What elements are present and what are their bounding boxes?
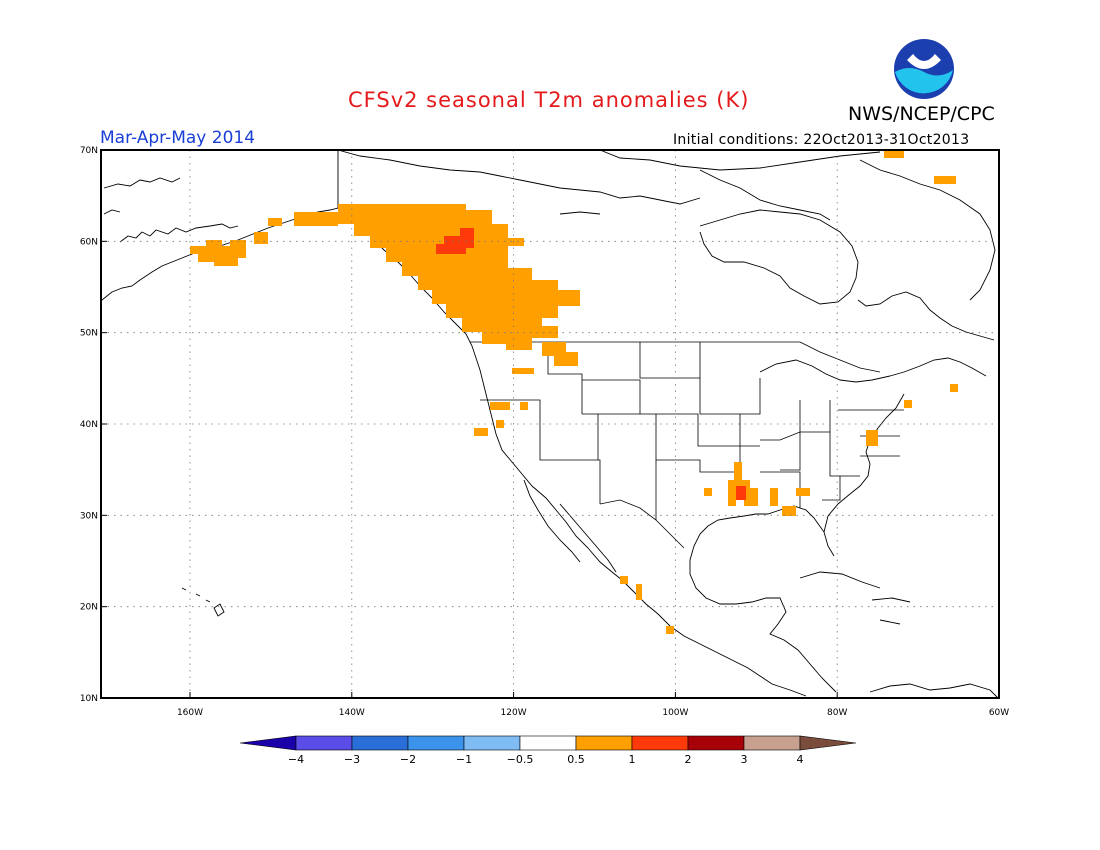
anomaly-region-texas-east bbox=[704, 488, 712, 496]
initial-conditions: Initial conditions: 22Oct2013-31Oct2013 bbox=[673, 132, 970, 148]
noaa-logo-icon bbox=[894, 39, 954, 99]
anomaly-region-nova-scotia bbox=[950, 384, 958, 392]
longitude-tick-label: 100W bbox=[662, 708, 688, 718]
map-title: CFSv2 seasonal T2m anomalies (K) bbox=[348, 88, 750, 112]
anomaly-region-florida bbox=[782, 506, 796, 516]
anomaly-region-mexico-2 bbox=[636, 584, 642, 600]
anomaly-region-oregon-2 bbox=[520, 402, 528, 410]
forecast-period: Mar-Apr-May 2014 bbox=[100, 128, 256, 148]
latitude-tick-label: 20N bbox=[80, 603, 98, 613]
longitude-tick-label: 140W bbox=[339, 708, 365, 718]
latitude-tick-label: 40N bbox=[80, 420, 98, 430]
colorbar-label: 1 bbox=[629, 753, 636, 766]
anomaly-region-california-2 bbox=[474, 428, 488, 436]
anomaly-region-massachusetts bbox=[904, 400, 912, 408]
colorbar-label: 3 bbox=[741, 753, 748, 766]
colorbar-label: 2 bbox=[685, 753, 692, 766]
state-borders bbox=[470, 341, 904, 549]
anomaly-region-georgia bbox=[796, 488, 810, 496]
colorbar-swatch bbox=[463, 735, 521, 751]
latitude-tick-label: 10N bbox=[80, 694, 98, 704]
colorbar-label: 4 bbox=[797, 753, 804, 766]
colorbar-label: −1 bbox=[456, 753, 472, 766]
anomaly-region-hot-spot bbox=[436, 228, 474, 254]
colorbar-swatch bbox=[351, 735, 409, 751]
colorbar-swatch bbox=[575, 735, 633, 751]
anomaly-region-mexico-3 bbox=[666, 626, 674, 634]
longitude-tick-label: 120W bbox=[501, 708, 527, 718]
anomaly-fields bbox=[190, 150, 958, 634]
colorbar-high-arrow bbox=[799, 735, 857, 751]
anomaly-region-alabama bbox=[770, 488, 778, 506]
latitude-tick-label: 30N bbox=[80, 511, 98, 521]
colorbar-swatch bbox=[687, 735, 745, 751]
colorbar-swatch bbox=[407, 735, 465, 751]
colorbar-label: −4 bbox=[288, 753, 304, 766]
latitude-tick-label: 70N bbox=[80, 146, 98, 156]
anomaly-region-mexico-1 bbox=[620, 576, 628, 584]
colorbar-label: −2 bbox=[400, 753, 416, 766]
anomaly-region-new-jersey bbox=[866, 430, 878, 446]
colorbar-swatch bbox=[631, 735, 689, 751]
colorbar-label: −0.5 bbox=[507, 753, 534, 766]
anomaly-region-oregon bbox=[490, 402, 510, 410]
anomaly-region-louisiana bbox=[728, 462, 758, 506]
anomaly-region-idaho bbox=[512, 368, 534, 374]
colorbar-label: 0.5 bbox=[567, 753, 585, 766]
anomaly-region-alaska-south bbox=[268, 218, 282, 226]
anomaly-region-alaska-west bbox=[190, 240, 246, 266]
longitude-tick-label: 80W bbox=[827, 708, 847, 718]
colorbar-low-arrow bbox=[239, 735, 297, 751]
anomaly-region-greenland-2 bbox=[934, 176, 956, 184]
anomaly-region-louisiana-hot bbox=[736, 486, 746, 500]
latitude-tick-label: 60N bbox=[80, 237, 98, 247]
colorbar-swatch bbox=[519, 735, 577, 751]
colorbar: −4 −3 −2 −1 −0.5 0.5 1 2 3 4 bbox=[239, 735, 857, 766]
axis-tick-labels: 70N 60N 50N 40N 30N 20N 10N 160W 140W 120W 100W 80W… bbox=[80, 146, 1009, 718]
anomaly-region-montana bbox=[542, 342, 578, 366]
anomaly-region-greenland-1 bbox=[884, 150, 904, 158]
agency-label: NWS/NCEP/CPC bbox=[848, 103, 995, 125]
anomaly-region-california-1 bbox=[496, 420, 504, 428]
anomaly-region-yukon-bc bbox=[294, 204, 580, 350]
longitude-tick-label: 160W bbox=[177, 708, 203, 718]
map-frame bbox=[100, 149, 1000, 699]
colorbar-swatch bbox=[743, 735, 801, 751]
graticule bbox=[101, 149, 1000, 699]
colorbar-label: −3 bbox=[344, 753, 360, 766]
anomaly-region-alaska-peninsula bbox=[254, 232, 268, 244]
colorbar-swatch bbox=[295, 735, 353, 751]
longitude-tick-label: 60W bbox=[989, 708, 1009, 718]
latitude-tick-label: 50N bbox=[80, 329, 98, 339]
